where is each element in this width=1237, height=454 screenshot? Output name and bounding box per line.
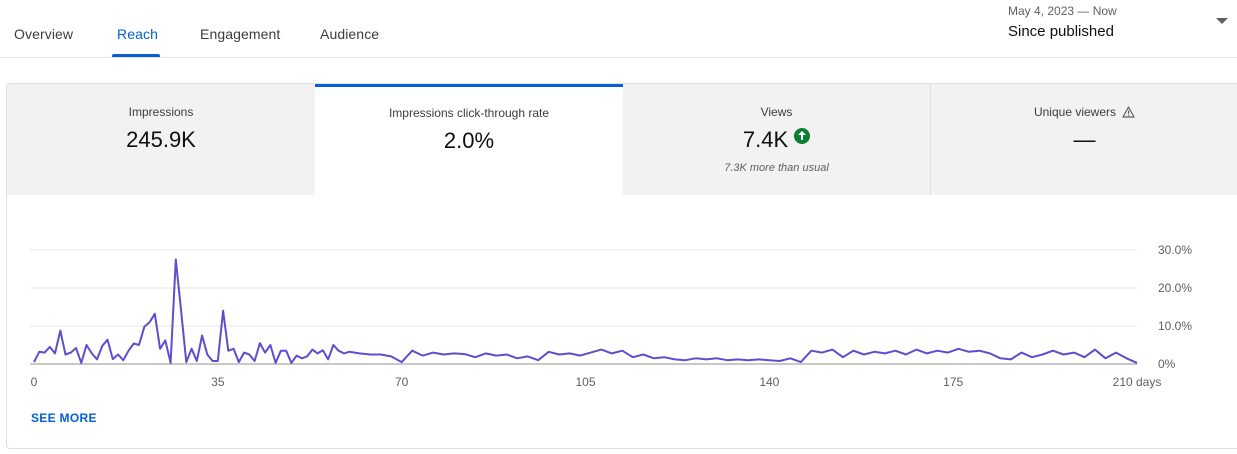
card-divider — [930, 84, 931, 195]
metric-value-row: 7.4K — [623, 127, 930, 153]
tab-engagement[interactable]: Engagement — [200, 26, 281, 42]
active-tab-indicator — [112, 54, 160, 57]
tab-overview[interactable]: Overview — [14, 26, 74, 42]
date-range-period: May 4, 2023 — Now — [1008, 4, 1117, 18]
metric-label: Views — [760, 105, 793, 119]
metric-label: Impressions click-through rate — [388, 106, 550, 120]
reach-metrics-panel: Impressions 245.9K Impressions click-thr… — [6, 83, 1237, 449]
metric-value: 245.9K — [126, 127, 196, 152]
tab-reach[interactable]: Reach — [117, 26, 158, 42]
warning-icon[interactable] — [1122, 106, 1135, 118]
metric-label: Impressions — [128, 105, 194, 119]
arrow-up-icon — [794, 128, 811, 144]
metric-label: Unique viewers — [1033, 105, 1117, 119]
date-range-dropdown[interactable]: May 4, 2023 — Now Since published — [1008, 4, 1233, 44]
metric-card-views[interactable]: Views 7.4K 7.3K more than usual — [623, 84, 930, 195]
metric-label-row: Unique viewers — [931, 105, 1237, 119]
metric-card-unique-viewers[interactable]: Unique viewers — — [931, 84, 1237, 195]
metric-value: 2.0% — [443, 128, 495, 153]
metric-value: 7.4K — [742, 127, 789, 152]
metric-value: — — [1073, 127, 1096, 152]
metric-card-impressions[interactable]: Impressions 245.9K — [7, 84, 315, 195]
caret-down-icon — [1216, 18, 1228, 24]
see-more-link[interactable]: SEE MORE — [31, 411, 97, 425]
metric-card-ctr[interactable]: Impressions click-through rate 2.0% — [315, 84, 623, 195]
tab-audience[interactable]: Audience — [320, 26, 380, 42]
metric-comparison-note: 7.3K more than usual — [724, 162, 829, 174]
date-range-selected: Since published — [1008, 23, 1114, 40]
analytics-tab-bar: Overview Reach Engagement Audience — [0, 0, 1237, 58]
